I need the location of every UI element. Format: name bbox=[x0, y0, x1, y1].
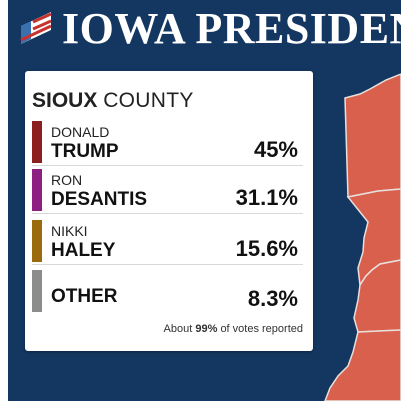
candidate-percent: 45% bbox=[253, 137, 298, 162]
county-name: SIOUX bbox=[32, 89, 98, 112]
county-shape-south[interactable] bbox=[353, 259, 401, 333]
page-title: IOWA PRESIDENT bbox=[62, 4, 401, 53]
candidate-row-haley[interactable]: NIKKI HALEY 15.6% bbox=[32, 218, 303, 265]
county-results-card: SIOUX COUNTY DONALD TRUMP 45% RON DESANT… bbox=[25, 71, 313, 351]
county-title: SIOUX COUNTY bbox=[32, 89, 194, 113]
results-panel: IOWA PRESIDENT SIOUX COUNTY DONALD TRUMP… bbox=[8, 0, 401, 401]
candidate-row-other[interactable]: OTHER 8.3% bbox=[32, 268, 303, 314]
candidate-color-swatch bbox=[32, 220, 42, 262]
candidate-last-name: DESANTIS bbox=[51, 189, 148, 210]
reporting-footnote: About 99% of votes reported bbox=[164, 323, 303, 335]
candidate-last-name: TRUMP bbox=[51, 141, 119, 162]
candidate-percent: 15.6% bbox=[235, 236, 298, 261]
county-map[interactable] bbox=[8, 0, 401, 401]
candidate-color-swatch bbox=[32, 169, 42, 211]
candidate-color-swatch bbox=[32, 121, 42, 163]
candidate-color-swatch bbox=[32, 270, 42, 312]
candidate-percent: 31.1% bbox=[235, 185, 298, 210]
footnote-prefix: About bbox=[163, 323, 193, 335]
candidate-row-trump[interactable]: DONALD TRUMP 45% bbox=[32, 119, 303, 166]
candidate-last-name: HALEY bbox=[51, 240, 116, 261]
county-shape-bottom[interactable] bbox=[324, 329, 401, 401]
candidate-last-name: OTHER bbox=[51, 286, 118, 307]
header: IOWA PRESIDENT bbox=[8, 0, 401, 58]
candidate-first-name: NIKKI bbox=[51, 223, 88, 239]
candidate-first-name: DONALD bbox=[51, 124, 110, 140]
footnote-suffix: of votes reported bbox=[220, 323, 303, 335]
candidate-row-desantis[interactable]: RON DESANTIS 31.1% bbox=[32, 167, 303, 214]
reporting-percent: 99% bbox=[195, 323, 218, 335]
candidate-percent: 8.3% bbox=[247, 286, 298, 311]
candidate-first-name: RON bbox=[51, 172, 83, 188]
county-shape-north[interactable] bbox=[344, 73, 401, 198]
striped-flag-icon bbox=[20, 12, 52, 44]
county-suffix: COUNTY bbox=[103, 89, 194, 112]
